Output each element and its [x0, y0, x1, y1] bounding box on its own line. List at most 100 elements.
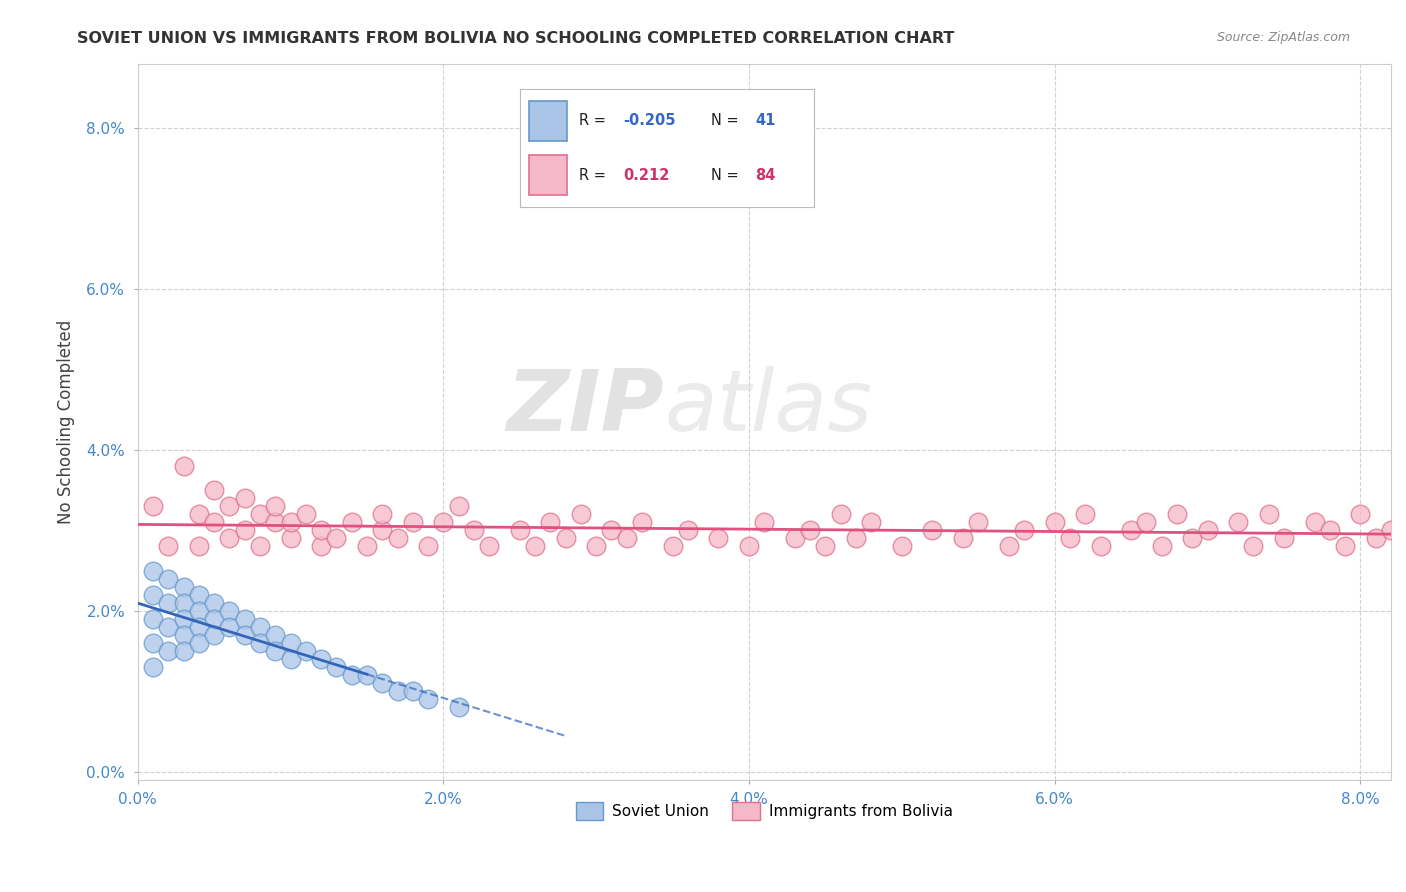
Point [249, 508, 271, 522]
Point [142, 500, 165, 514]
Point [432, 516, 454, 530]
Point [157, 620, 180, 634]
Point [631, 516, 654, 530]
Point [280, 532, 302, 546]
Point [280, 652, 302, 666]
Point [1319, 524, 1341, 538]
Point [1350, 508, 1372, 522]
Point [187, 508, 209, 522]
Point [249, 540, 271, 554]
Point [478, 540, 501, 554]
Point [187, 604, 209, 618]
Point [416, 540, 439, 554]
Point [463, 524, 485, 538]
Point [1090, 540, 1112, 554]
Point [356, 668, 378, 682]
Point [585, 540, 607, 554]
Point [173, 580, 195, 594]
Point [371, 524, 394, 538]
Point [249, 620, 271, 634]
Point [447, 700, 470, 714]
Point [309, 524, 332, 538]
Point [202, 612, 225, 626]
Point [249, 636, 271, 650]
Point [1364, 532, 1386, 546]
Point [707, 532, 730, 546]
Point [233, 628, 256, 642]
Point [157, 572, 180, 586]
Point [233, 612, 256, 626]
Point [998, 540, 1021, 554]
Point [509, 524, 531, 538]
Point [1197, 524, 1219, 538]
Point [1150, 540, 1173, 554]
Point [569, 508, 592, 522]
Point [1043, 516, 1066, 530]
Point [187, 588, 209, 602]
Point [860, 516, 883, 530]
Point [264, 516, 287, 530]
Point [524, 540, 547, 554]
Point [202, 596, 225, 610]
Point [554, 532, 576, 546]
Point [952, 532, 974, 546]
Legend: Soviet Union, Immigrants from Bolivia: Soviet Union, Immigrants from Bolivia [569, 796, 959, 826]
Point [187, 636, 209, 650]
Point [202, 516, 225, 530]
Point [890, 540, 912, 554]
Point [157, 644, 180, 658]
Point [218, 620, 240, 634]
Point [187, 540, 209, 554]
Point [1334, 540, 1357, 554]
Point [1379, 524, 1402, 538]
Point [738, 540, 761, 554]
Point [340, 516, 363, 530]
Point [416, 692, 439, 706]
Point [1395, 516, 1406, 530]
Point [616, 532, 638, 546]
Y-axis label: No Schooling Completed: No Schooling Completed [58, 319, 75, 524]
Point [294, 508, 316, 522]
Point [1121, 524, 1143, 538]
Point [402, 516, 425, 530]
Point [264, 500, 287, 514]
Point [173, 458, 195, 473]
Point [1012, 524, 1035, 538]
Point [142, 660, 165, 674]
Point [387, 684, 409, 698]
Point [264, 644, 287, 658]
Point [356, 540, 378, 554]
Point [280, 636, 302, 650]
Point [799, 524, 821, 538]
Point [1059, 532, 1081, 546]
Point [340, 668, 363, 682]
Point [264, 628, 287, 642]
Point [173, 644, 195, 658]
Point [173, 596, 195, 610]
Point [1272, 532, 1295, 546]
Point [676, 524, 699, 538]
Point [142, 612, 165, 626]
Text: ZIP: ZIP [506, 366, 664, 449]
Point [294, 644, 316, 658]
Point [218, 500, 240, 514]
Point [1257, 508, 1279, 522]
Point [661, 540, 683, 554]
Point [218, 604, 240, 618]
Point [1135, 516, 1157, 530]
Text: SOVIET UNION VS IMMIGRANTS FROM BOLIVIA NO SCHOOLING COMPLETED CORRELATION CHART: SOVIET UNION VS IMMIGRANTS FROM BOLIVIA … [77, 31, 955, 46]
Point [600, 524, 623, 538]
Point [280, 516, 302, 530]
Point [142, 588, 165, 602]
Point [187, 620, 209, 634]
Point [1181, 532, 1204, 546]
Point [233, 524, 256, 538]
Point [157, 596, 180, 610]
Point [233, 491, 256, 506]
Point [142, 564, 165, 578]
Point [387, 532, 409, 546]
Point [309, 652, 332, 666]
Point [783, 532, 806, 546]
Point [1303, 516, 1326, 530]
Point [830, 508, 852, 522]
